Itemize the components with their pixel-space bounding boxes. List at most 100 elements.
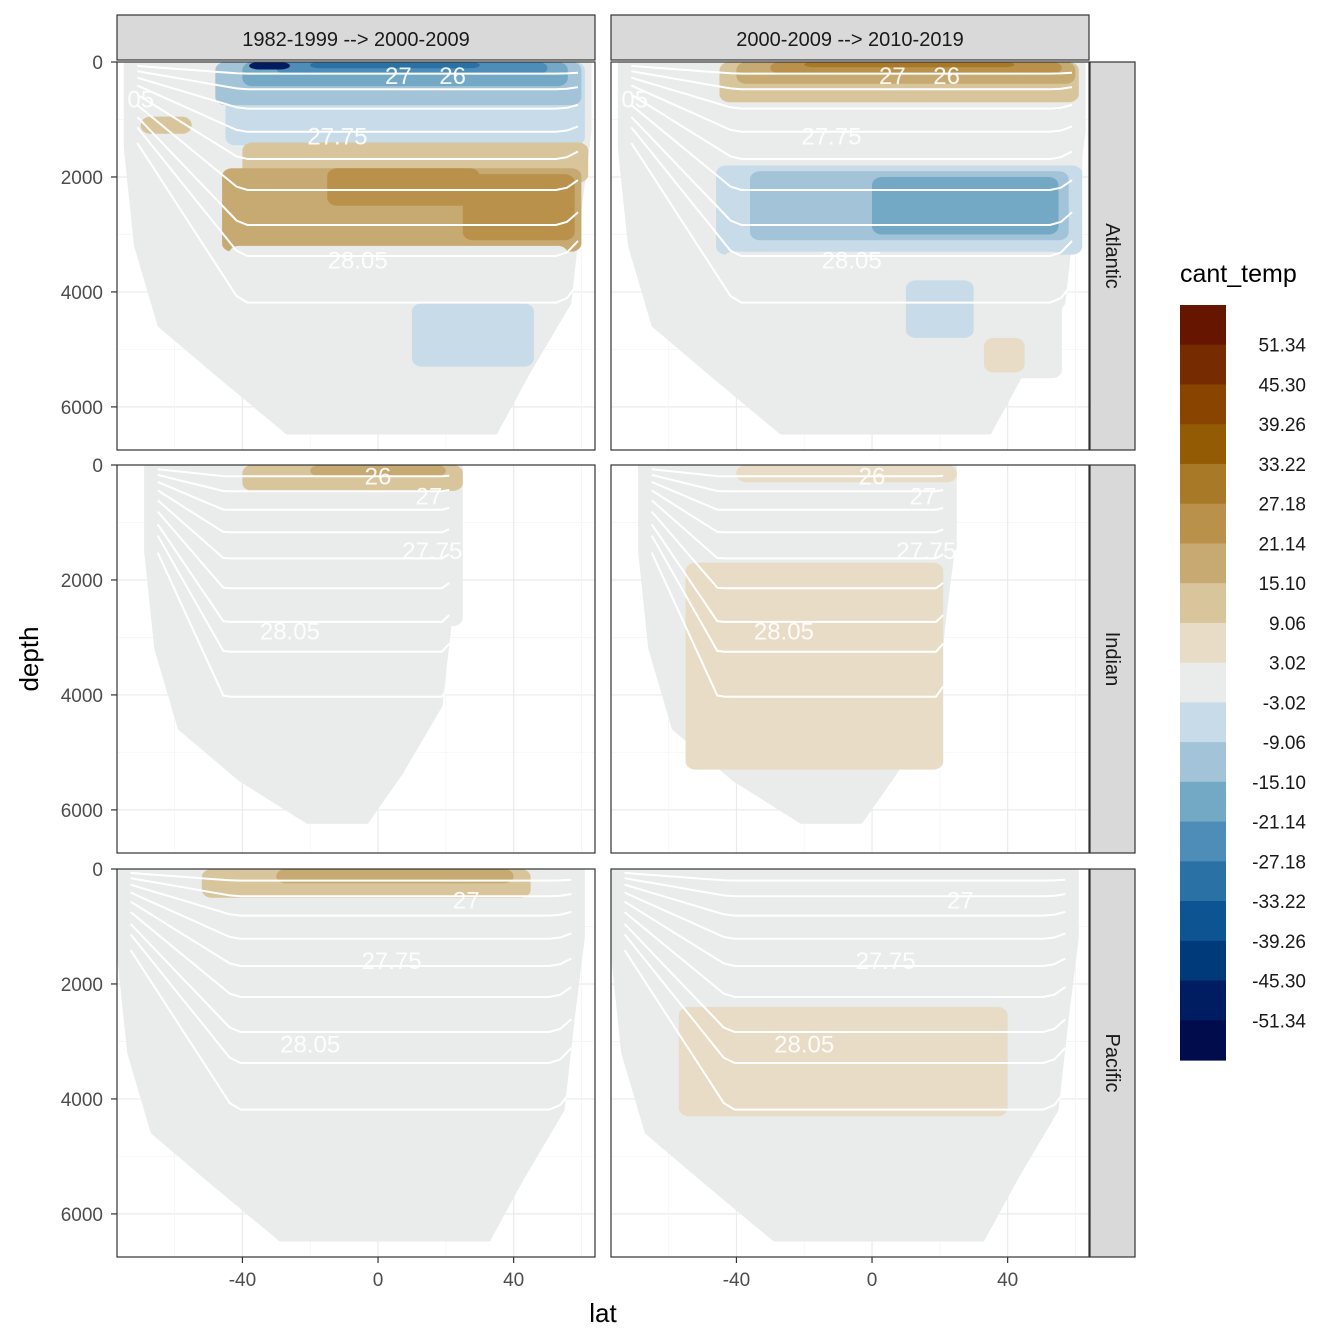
isopycnal-line [651, 499, 944, 560]
panel-border [116, 61, 596, 451]
panel-border [610, 868, 1090, 1258]
isopycnal-line [650, 535, 944, 653]
anomaly-patch [872, 177, 1059, 235]
anomaly-patch [722, 251, 1062, 379]
y-axis-title: depth [14, 626, 44, 691]
isopycnal-line [136, 104, 579, 191]
isopycnal-line [623, 949, 1067, 1111]
panel-atlantic-2: 27 26 27.75 28.05 05 [610, 61, 1090, 451]
isopycnal-line [157, 489, 450, 534]
anomaly-patch [249, 62, 290, 70]
isopycnal-line [650, 552, 945, 698]
isopycnal-line [650, 523, 944, 623]
isopycnal-line [137, 64, 579, 75]
anomaly-patch [228, 245, 568, 310]
isopycnal-line [130, 877, 572, 898]
legend-swatch [1180, 424, 1226, 465]
isopycnal-line [157, 480, 450, 511]
y-tick-label: 2000 [61, 168, 103, 189]
anomaly-patch [411, 303, 534, 367]
legend-break-label: 51.34 [1258, 336, 1306, 357]
isopycnal-line [624, 877, 1066, 898]
isopycnal-line [624, 900, 1066, 967]
isopycnal-line [129, 933, 573, 1064]
contour-label: 27 [910, 484, 937, 511]
x-tick-label: 0 [373, 1270, 384, 1291]
y-tick-label: 0 [92, 860, 103, 881]
isopycnal-line [624, 891, 1066, 940]
x-tick-label: 40 [503, 1270, 524, 1291]
panel-border [116, 464, 596, 854]
contour-label: 27 [385, 63, 412, 90]
legend-swatch [1180, 702, 1226, 743]
row-strip-label: Indian [1101, 632, 1123, 687]
contour-label: 28.05 [280, 1031, 340, 1058]
isopycnal-line [630, 104, 1073, 191]
panel-pacific-2: 27 27.75 28.05 [610, 868, 1090, 1258]
isopycnal-line [157, 499, 450, 560]
isopycnal-line [630, 126, 1073, 257]
y-tick-label: 6000 [61, 1205, 103, 1226]
legend-break-label: -9.06 [1263, 733, 1306, 754]
isopycnal-line [136, 93, 579, 160]
isopycnal-line [137, 76, 579, 110]
isopycnal-line [156, 535, 450, 653]
anomaly-patch [736, 531, 957, 555]
isopycnal-line [136, 116, 579, 226]
contour-label: 27.75 [801, 124, 861, 151]
legend-swatch [1180, 940, 1226, 982]
anomaly-patch [195, 525, 463, 626]
isopycnal-line [130, 883, 572, 917]
isopycnal-line [631, 70, 1073, 91]
contour-label: 05 [127, 86, 154, 113]
legend-break-label: -51.34 [1252, 1011, 1306, 1032]
isopycnal-line [157, 468, 450, 478]
y-tick-label: 4000 [61, 283, 103, 304]
row-strip-label: Atlantic [1101, 223, 1123, 289]
contour-label: 05 [621, 86, 648, 113]
contour-label: 27.75 [896, 538, 956, 565]
x-tick-label: -40 [229, 1270, 256, 1291]
legend-break-label: -33.22 [1252, 892, 1306, 913]
column-strip-label: 1982-1999 --> 2000-2009 [242, 29, 469, 51]
isopycnal-line [129, 949, 573, 1111]
legend-swatch [1180, 742, 1226, 783]
legend-break-label: 27.18 [1258, 495, 1306, 516]
anomaly-patch [140, 116, 192, 134]
panel-indian-1: 26 27 27.75 28.05 [116, 464, 596, 854]
isopycnal-line [129, 923, 572, 1033]
axes-group: 020004000600002000400060000200040006000-… [61, 53, 1018, 1291]
isopycnal-line [130, 891, 572, 940]
isopycnal-line [651, 489, 944, 534]
isopycnal-line [130, 871, 572, 882]
legend-swatch [1180, 463, 1226, 505]
legend-swatch [1180, 1020, 1226, 1061]
legend-break-label: -15.10 [1252, 773, 1306, 794]
legend-break-label: -3.02 [1263, 693, 1306, 714]
legend-swatch [1180, 305, 1226, 346]
legend-break-label: 3.02 [1269, 654, 1306, 675]
y-tick-label: 2000 [61, 571, 103, 592]
legend-swatch [1180, 821, 1226, 862]
isopycnal-line [623, 911, 1066, 998]
contour-label: 27.75 [362, 948, 422, 975]
isopycnal-line [156, 510, 450, 590]
x-axis-title: lat [589, 1298, 617, 1328]
panel-border [610, 61, 1090, 451]
anomaly-patch [678, 1007, 1008, 1117]
anomaly-patch [310, 465, 446, 477]
isopycnal-line [631, 76, 1073, 110]
contour-label: 28.05 [328, 247, 388, 274]
row-strip [1089, 868, 1136, 1258]
legend-swatch [1180, 344, 1226, 386]
isopycnal-line [623, 933, 1067, 1064]
row-strip [1089, 464, 1136, 854]
legend-swatch [1180, 622, 1226, 664]
contour-label: 28.05 [774, 1031, 834, 1058]
legend-break-label: -39.26 [1252, 932, 1306, 953]
anomaly-patch [685, 562, 944, 770]
y-tick-label: 0 [92, 456, 103, 477]
isopycnal-line [630, 93, 1073, 160]
contour-label: 26 [365, 464, 392, 491]
legend-swatch [1180, 980, 1226, 1021]
